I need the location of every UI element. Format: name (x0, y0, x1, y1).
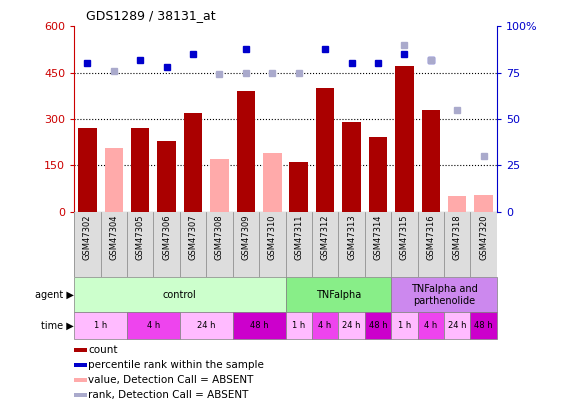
Bar (471, 312, 497, 339)
Text: TNFalpha and
parthenolide: TNFalpha and parthenolide (411, 284, 477, 306)
Text: rank, Detection Call = ABSENT: rank, Detection Call = ABSENT (88, 390, 248, 400)
Text: 4 h: 4 h (147, 321, 160, 330)
Bar (74, 393, 87, 396)
Bar (74, 378, 87, 382)
Text: count: count (88, 345, 118, 355)
Bar (74, 312, 127, 339)
Bar (448, 196, 467, 211)
Text: GSM47316: GSM47316 (426, 215, 435, 260)
Text: GSM47311: GSM47311 (294, 215, 303, 260)
Bar (263, 153, 282, 211)
Bar (236, 91, 255, 211)
Bar (338, 312, 365, 339)
Text: time ▶: time ▶ (42, 321, 74, 331)
Bar (395, 66, 413, 211)
Text: 24 h: 24 h (197, 321, 215, 330)
Text: control: control (163, 290, 197, 300)
Bar (74, 277, 286, 312)
Text: GSM47315: GSM47315 (400, 215, 409, 260)
Bar (180, 312, 233, 339)
Text: GSM47313: GSM47313 (347, 215, 356, 260)
Bar (365, 312, 391, 339)
Text: 48 h: 48 h (475, 321, 493, 330)
Text: GSM47312: GSM47312 (320, 215, 329, 260)
Bar (78, 128, 96, 211)
Text: GSM47310: GSM47310 (268, 215, 277, 260)
Text: value, Detection Call = ABSENT: value, Detection Call = ABSENT (88, 375, 254, 385)
Bar (74, 363, 87, 367)
Text: GSM47314: GSM47314 (373, 215, 383, 260)
Text: GSM47304: GSM47304 (109, 215, 118, 260)
Bar (391, 277, 497, 312)
Text: 4 h: 4 h (424, 321, 437, 330)
Bar (286, 277, 391, 312)
Text: percentile rank within the sample: percentile rank within the sample (88, 360, 264, 370)
Bar (316, 88, 335, 211)
Bar (444, 312, 471, 339)
Text: 1 h: 1 h (94, 321, 107, 330)
Text: 24 h: 24 h (448, 321, 467, 330)
Text: GSM47318: GSM47318 (453, 215, 462, 260)
Bar (342, 122, 361, 211)
Text: 48 h: 48 h (250, 321, 268, 330)
Text: GSM47305: GSM47305 (136, 215, 145, 260)
Text: GSM47308: GSM47308 (215, 215, 224, 260)
Text: GSM47302: GSM47302 (83, 215, 92, 260)
Bar (74, 348, 87, 352)
Bar (475, 194, 493, 211)
Text: GDS1289 / 38131_at: GDS1289 / 38131_at (86, 9, 215, 22)
Bar (421, 110, 440, 211)
Bar (286, 312, 312, 339)
Text: 4 h: 4 h (319, 321, 332, 330)
Text: 48 h: 48 h (369, 321, 387, 330)
Bar (158, 141, 176, 211)
Text: 1 h: 1 h (398, 321, 411, 330)
Text: agent ▶: agent ▶ (35, 290, 74, 300)
Bar (131, 128, 150, 211)
Text: TNFalpha: TNFalpha (316, 290, 361, 300)
Text: GSM47306: GSM47306 (162, 215, 171, 260)
Bar (369, 137, 387, 211)
Bar (289, 162, 308, 211)
Text: GSM47309: GSM47309 (242, 215, 251, 260)
Text: GSM47320: GSM47320 (479, 215, 488, 260)
Text: 1 h: 1 h (292, 321, 305, 330)
Text: 24 h: 24 h (342, 321, 361, 330)
Bar (312, 312, 338, 339)
Bar (233, 312, 286, 339)
Bar (184, 113, 202, 211)
Bar (104, 148, 123, 211)
Bar (127, 312, 180, 339)
Bar (210, 159, 229, 211)
Bar (417, 312, 444, 339)
Text: GSM47307: GSM47307 (188, 215, 198, 260)
Bar (391, 312, 417, 339)
